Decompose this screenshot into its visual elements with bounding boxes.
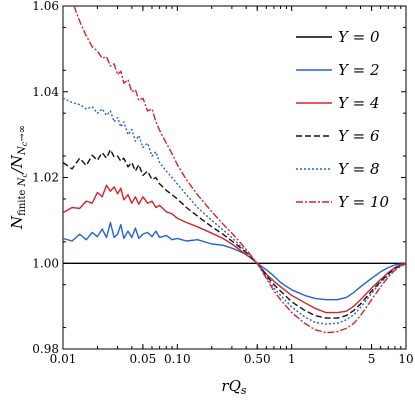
- series-line-y8: [63, 97, 406, 325]
- legend-label: Y = 0: [338, 28, 380, 46]
- legend-label: Y = 10: [338, 193, 390, 211]
- y-tick-label: 1.00: [32, 256, 59, 270]
- legend-label: Y = 4: [338, 94, 380, 112]
- x-tick-label: 0.10: [164, 352, 191, 366]
- series-line-y10: [73, 6, 406, 334]
- series-line-y2: [63, 221, 406, 301]
- series-lines: [63, 6, 406, 334]
- x-tick-label: 10: [398, 352, 413, 366]
- legend-label: Y = 8: [338, 160, 380, 178]
- y-axis-label: Nfinite Nc/NNc→∞: [8, 125, 29, 230]
- x-tick-label: 0.01: [50, 352, 77, 366]
- x-axis-label: rQs: [221, 377, 246, 397]
- series-line-y4: [63, 184, 406, 314]
- x-tick-label: 1: [288, 352, 296, 366]
- series-line-y6: [63, 148, 406, 319]
- tick-group: 0.01 0.05 0.10 0.50 1 5 10 0.98 1.00 1.02 1.04 1.06: [32, 0, 413, 366]
- legend: Y = 0 Y = 2 Y = 4 Y = 6 Y = 8 Y = 10: [296, 28, 390, 211]
- legend-label: Y = 2: [338, 61, 380, 79]
- y-tick-label: 1.04: [32, 85, 59, 99]
- legend-label: Y = 6: [338, 127, 380, 145]
- x-tick-label: 5: [368, 352, 376, 366]
- y-tick-label: 1.02: [32, 171, 59, 185]
- y-tick-label: 1.06: [32, 0, 59, 13]
- x-tick-label: 0.50: [244, 352, 271, 366]
- y-tick-label: 0.98: [32, 342, 59, 356]
- x-tick-label: 0.05: [130, 352, 157, 366]
